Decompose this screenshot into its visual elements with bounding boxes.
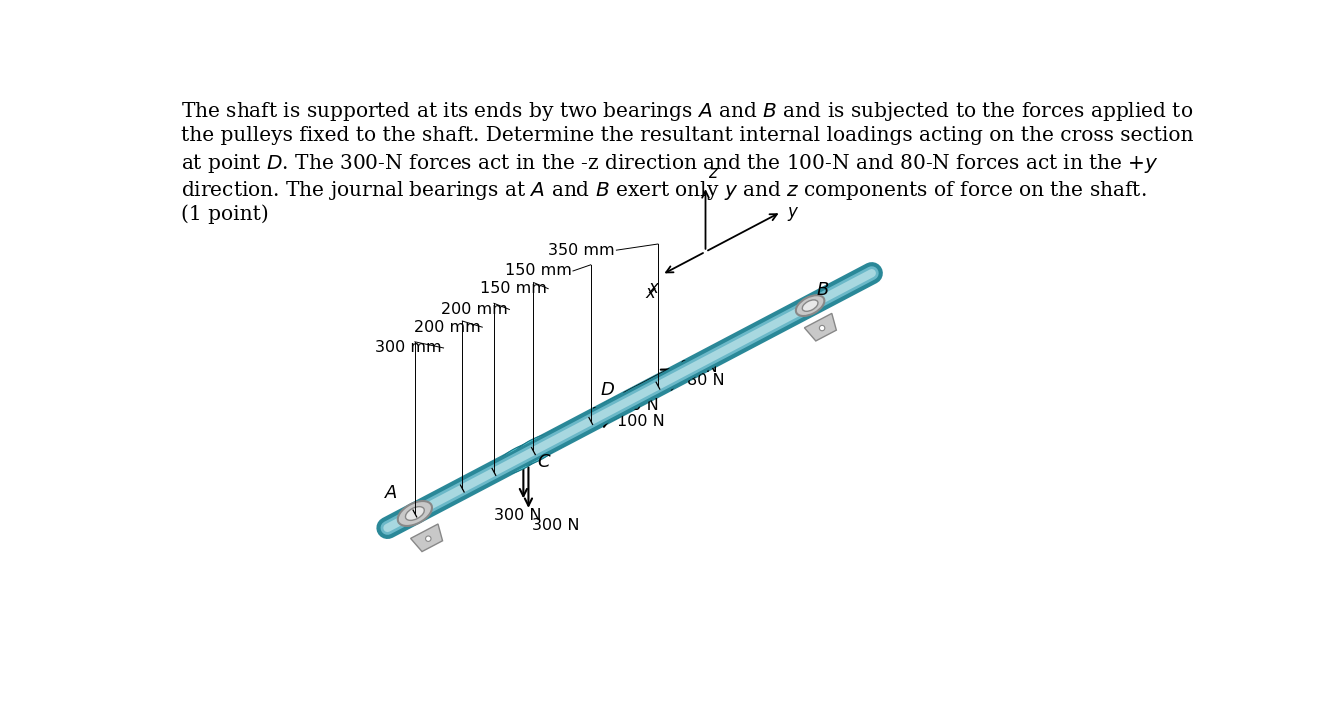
- Text: 300 mm: 300 mm: [375, 340, 442, 355]
- Ellipse shape: [398, 501, 433, 526]
- Text: The shaft is supported at its ends by two bearings $A$ and $B$ and is subjected : The shaft is supported at its ends by tw…: [180, 100, 1193, 123]
- Ellipse shape: [534, 426, 577, 453]
- Text: 300 N: 300 N: [531, 518, 579, 533]
- Text: (1 point): (1 point): [180, 205, 268, 225]
- Ellipse shape: [513, 454, 527, 463]
- Ellipse shape: [406, 507, 425, 521]
- Text: 100 N: 100 N: [617, 414, 665, 429]
- Ellipse shape: [609, 404, 621, 413]
- Text: 80 N: 80 N: [680, 360, 717, 375]
- Circle shape: [820, 325, 825, 331]
- Ellipse shape: [593, 394, 637, 423]
- Text: 80 N: 80 N: [686, 373, 725, 388]
- Text: z: z: [708, 164, 717, 182]
- Ellipse shape: [510, 434, 561, 466]
- Ellipse shape: [615, 384, 657, 411]
- Text: A: A: [386, 484, 398, 502]
- Ellipse shape: [494, 442, 545, 475]
- Text: 350 mm: 350 mm: [549, 243, 615, 258]
- Text: at point $D$. The 300-N forces act in the -z direction and the 100-N and 80-N fo: at point $D$. The 300-N forces act in th…: [180, 152, 1159, 175]
- Text: y: y: [788, 203, 797, 221]
- Ellipse shape: [549, 436, 561, 444]
- Text: direction. The journal bearings at $A$ and $B$ exert only $y$ and $z$ components: direction. The journal bearings at $A$ a…: [180, 179, 1147, 202]
- Ellipse shape: [796, 295, 825, 316]
- Text: 200 mm: 200 mm: [414, 320, 481, 335]
- Ellipse shape: [630, 393, 642, 401]
- Text: 150 mm: 150 mm: [479, 281, 546, 296]
- Polygon shape: [805, 313, 836, 341]
- Text: 300 N: 300 N: [494, 508, 542, 523]
- Text: D: D: [601, 381, 614, 398]
- Ellipse shape: [529, 446, 542, 454]
- Text: 100 N: 100 N: [610, 398, 658, 413]
- Ellipse shape: [802, 300, 818, 312]
- Polygon shape: [411, 524, 443, 551]
- Text: C: C: [537, 454, 550, 472]
- Circle shape: [426, 536, 431, 541]
- Text: 150 mm: 150 mm: [505, 264, 571, 279]
- Text: x: x: [646, 284, 655, 302]
- Text: 200 mm: 200 mm: [441, 302, 507, 317]
- Text: the pulleys fixed to the shaft. Determine the resultant internal loadings acting: the pulleys fixed to the shaft. Determin…: [180, 126, 1193, 145]
- Text: x: x: [647, 279, 658, 297]
- Text: B: B: [816, 281, 829, 299]
